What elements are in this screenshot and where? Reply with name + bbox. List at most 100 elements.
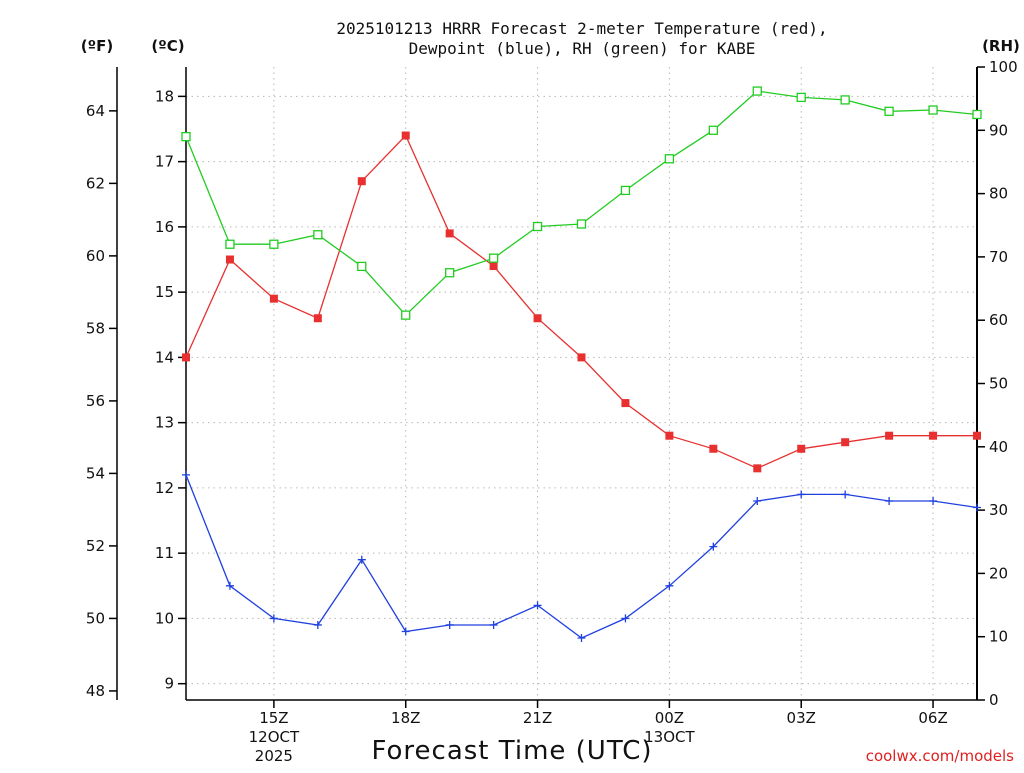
series-rh bbox=[181, 86, 982, 320]
data-point-rh bbox=[401, 310, 411, 320]
rh-tick-label: 0 bbox=[989, 691, 999, 709]
rh-tick-label: 40 bbox=[989, 438, 1008, 456]
data-point-rh bbox=[181, 131, 191, 142]
data-point-dewpoint bbox=[973, 503, 981, 512]
data-point-dewpoint bbox=[225, 581, 234, 590]
fahrenheit-tick-label: 58 bbox=[86, 319, 105, 337]
data-point-dewpoint bbox=[665, 581, 674, 590]
data-point-rh bbox=[445, 268, 455, 278]
data-point-temperature bbox=[621, 399, 630, 408]
x-tick-label: 13OCT bbox=[644, 728, 695, 746]
data-point-temperature bbox=[533, 314, 542, 323]
data-point-temperature bbox=[445, 229, 454, 238]
celsius-tick-label: 14 bbox=[155, 348, 174, 366]
fahrenheit-tick-label: 62 bbox=[86, 174, 105, 192]
series-line-rh bbox=[185, 90, 978, 317]
data-point-dewpoint bbox=[445, 620, 454, 629]
rh-tick-label: 20 bbox=[989, 564, 1008, 582]
data-point-dewpoint bbox=[357, 555, 366, 564]
data-point-temperature bbox=[489, 262, 498, 271]
x-tick-label: 12OCT bbox=[249, 728, 300, 746]
rh-unit-label: (RH) bbox=[982, 37, 1020, 55]
axes bbox=[116, 67, 978, 701]
chart-title-line-1: 2025101213 HRRR Forecast 2-meter Tempera… bbox=[336, 19, 827, 38]
x-axis-title: Forecast Time (UTC) bbox=[371, 736, 652, 766]
data-point-rh bbox=[972, 109, 982, 120]
x-tick-label: 15Z bbox=[259, 709, 288, 727]
data-point-temperature bbox=[753, 464, 762, 473]
data-point-temperature bbox=[269, 294, 278, 303]
data-point-temperature bbox=[797, 444, 806, 453]
celsius-tick-label: 17 bbox=[155, 153, 174, 171]
celsius-tick-label: 18 bbox=[155, 87, 174, 105]
celsius-tick-label: 15 bbox=[155, 283, 174, 301]
data-point-dewpoint bbox=[885, 496, 894, 505]
data-point-rh bbox=[313, 230, 323, 240]
data-series bbox=[181, 86, 982, 643]
tick-marks-and-labels: 9 10 11 12 13 14 15 16 17 18 48 50 52 54 56 58 60 62 64 0 10… bbox=[86, 58, 1018, 765]
data-point-rh bbox=[708, 125, 718, 135]
data-point-temperature bbox=[225, 255, 234, 264]
rh-tick-label: 60 bbox=[989, 311, 1008, 329]
data-point-dewpoint bbox=[709, 542, 718, 551]
series-line-dewpoint bbox=[185, 474, 978, 639]
data-point-temperature bbox=[885, 431, 894, 440]
x-tick-label: 2025 bbox=[255, 747, 293, 765]
gridlines bbox=[186, 67, 977, 700]
x-tick-label: 03Z bbox=[787, 709, 816, 727]
celsius-tick-label: 12 bbox=[155, 479, 174, 497]
rh-tick-label: 80 bbox=[989, 185, 1008, 203]
fahrenheit-tick-label: 50 bbox=[86, 609, 105, 627]
data-point-temperature bbox=[357, 177, 366, 186]
fahrenheit-tick-label: 64 bbox=[86, 102, 105, 120]
x-tick-label: 18Z bbox=[391, 709, 420, 727]
data-point-dewpoint bbox=[401, 627, 410, 636]
celsius-tick-label: 9 bbox=[164, 675, 174, 693]
rh-tick-label: 50 bbox=[989, 375, 1008, 393]
x-tick-label: 06Z bbox=[918, 709, 947, 727]
fahrenheit-tick-label: 54 bbox=[86, 464, 105, 482]
rh-tick-label: 70 bbox=[989, 248, 1008, 266]
data-point-dewpoint bbox=[797, 490, 806, 499]
data-point-dewpoint bbox=[841, 490, 850, 499]
data-point-dewpoint bbox=[269, 614, 278, 623]
data-point-temperature bbox=[841, 438, 850, 447]
series-dewpoint bbox=[182, 470, 981, 643]
celsius-tick-label: 10 bbox=[155, 609, 174, 627]
fahrenheit-tick-label: 56 bbox=[86, 392, 105, 410]
data-point-dewpoint bbox=[313, 620, 322, 629]
data-point-dewpoint bbox=[621, 614, 630, 623]
data-point-dewpoint bbox=[753, 496, 762, 505]
data-point-rh bbox=[840, 95, 850, 105]
fahrenheit-tick-label: 52 bbox=[86, 537, 105, 555]
celsius-tick-label: 11 bbox=[155, 544, 174, 562]
data-point-rh bbox=[576, 219, 587, 229]
data-point-temperature bbox=[709, 444, 718, 453]
rh-tick-label: 10 bbox=[989, 628, 1008, 646]
data-point-rh bbox=[532, 221, 543, 232]
data-point-rh bbox=[269, 239, 279, 249]
data-point-rh bbox=[357, 261, 367, 272]
data-point-rh bbox=[752, 86, 762, 96]
data-point-dewpoint bbox=[182, 470, 190, 479]
source-credit: coolwx.com/models bbox=[866, 747, 1014, 765]
data-point-rh bbox=[796, 92, 806, 103]
data-point-dewpoint bbox=[577, 634, 586, 643]
data-point-temperature bbox=[401, 131, 410, 140]
data-point-rh bbox=[928, 105, 938, 115]
data-point-rh bbox=[620, 185, 631, 196]
fahrenheit-tick-label: 60 bbox=[86, 247, 105, 265]
fahrenheit-unit-label: (ºF) bbox=[81, 37, 113, 55]
x-tick-label: 21Z bbox=[523, 709, 552, 727]
data-point-rh bbox=[884, 106, 894, 116]
celsius-tick-label: 16 bbox=[155, 218, 174, 236]
celsius-tick-label: 13 bbox=[155, 414, 174, 432]
data-point-rh bbox=[225, 239, 235, 249]
series-line-temperature bbox=[185, 134, 977, 470]
data-point-rh bbox=[488, 253, 499, 263]
data-point-rh bbox=[664, 154, 675, 164]
rh-tick-label: 30 bbox=[989, 501, 1008, 519]
data-point-temperature bbox=[973, 431, 981, 440]
